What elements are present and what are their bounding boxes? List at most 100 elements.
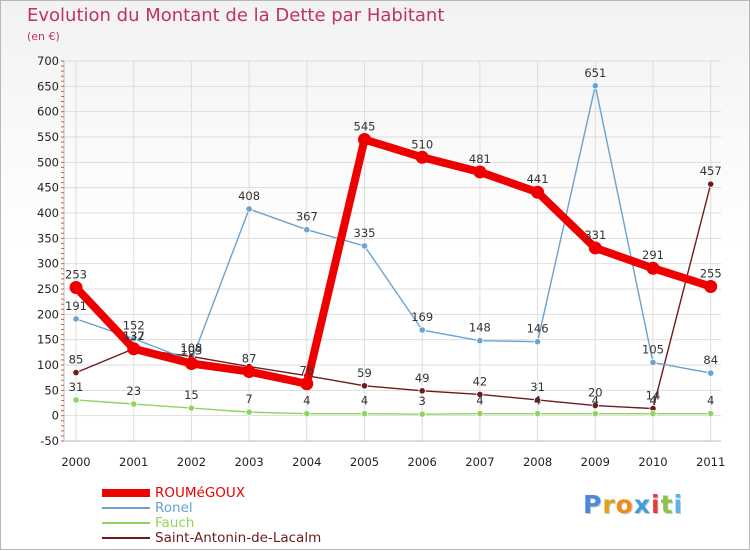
data-label: 253	[65, 267, 87, 281]
series-line-Saint-Antonin-de-Lacalm	[75, 183, 712, 410]
data-label: 23	[126, 384, 141, 398]
data-label: 14	[646, 389, 661, 403]
data-label: 4	[592, 394, 599, 408]
data-label: 15	[184, 388, 199, 402]
data-point	[418, 326, 426, 334]
y-tick-label: 450	[37, 181, 59, 195]
data-label: 20	[588, 386, 603, 400]
chart-unit: (en €)	[27, 30, 60, 43]
data-label: 4	[707, 394, 714, 408]
data-label: 42	[473, 374, 488, 388]
series-line-Fauch	[75, 399, 712, 415]
data-label: 148	[469, 321, 491, 335]
data-point	[187, 404, 195, 412]
logo-letter: i	[651, 490, 661, 519]
x-tick-label: 2002	[177, 455, 206, 469]
data-point	[72, 396, 80, 404]
data-label: 87	[242, 352, 257, 366]
data-label: 137	[123, 329, 145, 343]
x-tick-label: 2003	[234, 455, 263, 469]
data-label: 84	[703, 353, 718, 367]
data-point	[476, 410, 484, 418]
data-point	[588, 241, 602, 255]
legend-label: ROUMéGOUX	[155, 485, 246, 501]
data-label: 3	[419, 394, 426, 408]
data-point	[533, 396, 542, 404]
data-point	[130, 335, 138, 343]
data-label: 4	[476, 394, 483, 408]
y-tick-label: 300	[37, 257, 59, 271]
y-tick-label: 650	[37, 79, 59, 93]
data-label: 4	[649, 394, 656, 408]
data-label: 59	[357, 366, 372, 380]
data-point	[127, 342, 141, 356]
x-tick-label: 2006	[408, 455, 437, 469]
x-tick-label: 2000	[61, 455, 90, 469]
data-label: 651	[584, 66, 606, 80]
y-tick-label: 400	[37, 206, 59, 220]
data-label: 441	[527, 172, 549, 186]
legend-label: Saint-Antonin-de-Lacalm	[155, 530, 322, 546]
x-tick-label: 2001	[119, 455, 148, 469]
legend-label: Ronel	[155, 500, 193, 516]
data-label: 331	[584, 228, 606, 242]
y-tick-label: 150	[37, 333, 59, 347]
legend-label: Fauch	[155, 515, 195, 531]
data-point	[649, 410, 657, 418]
data-point	[72, 315, 80, 323]
data-label: 31	[530, 380, 545, 394]
data-point	[649, 358, 657, 367]
data-label: 545	[354, 120, 376, 134]
data-label: 4	[303, 394, 310, 408]
legend-swatch	[102, 537, 150, 539]
logo-letter: P	[583, 490, 603, 519]
y-tick-label: -50	[40, 434, 59, 448]
data-point	[360, 242, 369, 250]
data-point	[533, 338, 542, 346]
data-point	[707, 180, 715, 188]
legend-swatch	[102, 489, 150, 497]
data-point	[184, 356, 198, 370]
data-point	[473, 165, 487, 179]
data-label: 76	[299, 364, 314, 378]
data-point	[72, 368, 80, 377]
data-point	[476, 390, 484, 398]
y-tick-label: 50	[44, 383, 59, 397]
data-label: 291	[642, 248, 664, 262]
data-point	[415, 150, 429, 164]
data-point	[69, 280, 83, 294]
x-tick-label: 2009	[581, 455, 610, 469]
data-label: 4	[361, 394, 368, 408]
data-label: 103	[180, 343, 202, 357]
proxiti-logo: Proxiti	[583, 490, 683, 519]
logo-letter: t	[660, 490, 674, 519]
data-label: 85	[69, 353, 84, 367]
y-tick-label: 700	[37, 54, 59, 68]
data-point	[531, 185, 545, 199]
x-tick-label: 2011	[696, 455, 725, 469]
data-label: 457	[700, 164, 722, 178]
data-point	[245, 205, 253, 213]
data-point	[358, 133, 371, 147]
data-point	[707, 410, 715, 418]
data-point	[707, 369, 715, 377]
x-tick-label: 2007	[465, 455, 494, 469]
legend-swatch	[102, 522, 150, 524]
data-label: 169	[411, 310, 433, 324]
data-point	[360, 410, 369, 418]
x-tick-label: 2005	[350, 455, 379, 469]
x-tick-label: 2008	[523, 455, 552, 469]
y-tick-label: 350	[37, 231, 59, 245]
legend-swatch	[102, 507, 150, 509]
logo-letter: i	[673, 490, 684, 519]
data-point	[591, 401, 599, 410]
logo-letter: o	[615, 490, 634, 519]
x-tick-label: 2004	[292, 455, 321, 469]
logo-letter: r	[602, 490, 616, 519]
data-point	[242, 365, 256, 379]
data-point	[245, 408, 253, 416]
data-point	[418, 410, 426, 418]
y-tick-label: 250	[37, 282, 59, 296]
